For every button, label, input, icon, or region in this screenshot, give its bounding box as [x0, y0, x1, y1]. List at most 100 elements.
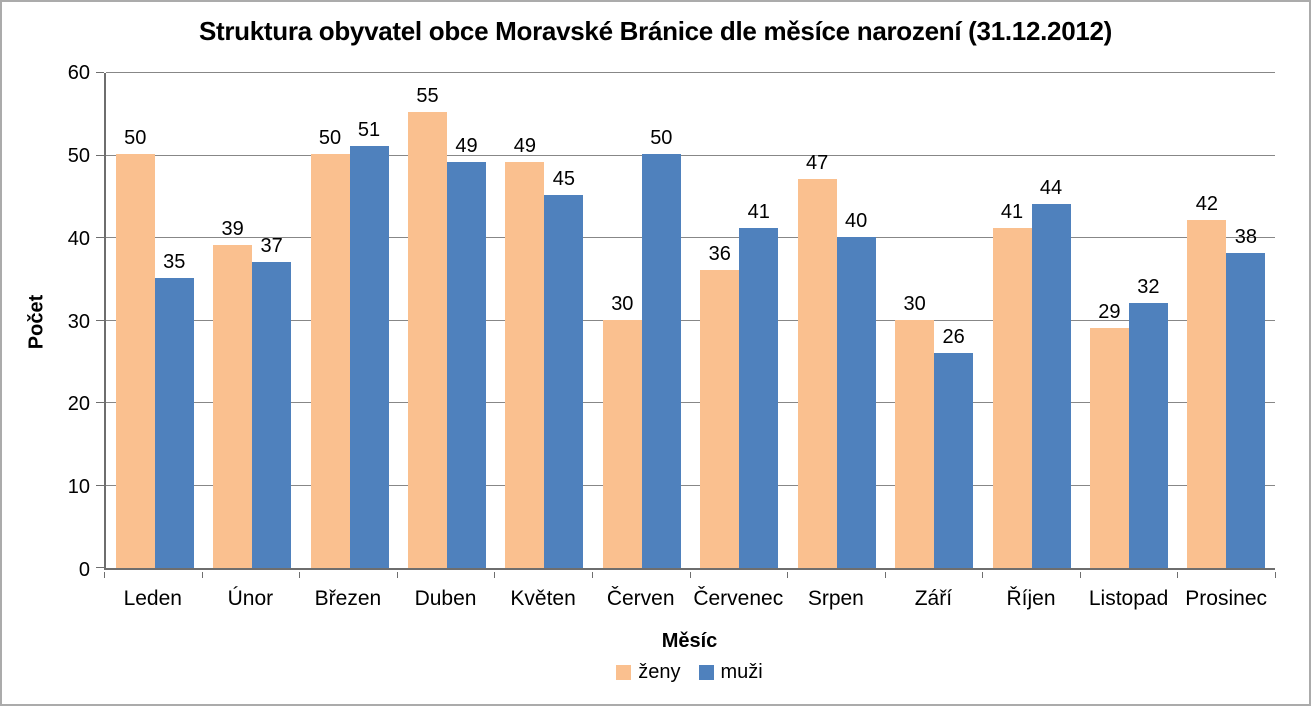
- bar-series-0: [1187, 220, 1227, 568]
- x-axis-title: Měsíc: [661, 630, 718, 652]
- y-tick-label: 50: [67, 144, 90, 167]
- bar-group: 47 40: [788, 73, 885, 568]
- bar-group: 30 26: [885, 73, 982, 568]
- bar-value-label: 40: [845, 209, 868, 232]
- gridline: [106, 237, 1275, 238]
- x-axis-labels: Leden Únor Březen Duben Květen Červen Červenec…: [104, 587, 1275, 611]
- y-tick-mark: [96, 319, 104, 321]
- bar-series-0: [213, 244, 253, 568]
- y-tick-label: 20: [67, 393, 90, 416]
- gridline: [106, 72, 1275, 73]
- bar-value-label: 26: [942, 325, 965, 348]
- bar-value-label: 50: [650, 126, 673, 149]
- x-tick-mark: [396, 572, 398, 578]
- x-tick-mark: [1079, 572, 1081, 578]
- y-tick-label: 0: [78, 559, 90, 581]
- gridline: [106, 154, 1275, 156]
- bar-group: 39 37: [203, 73, 300, 568]
- bar-series-1: [1031, 203, 1071, 568]
- y-tick-mark: [96, 402, 104, 403]
- bar-group: 55 49: [398, 73, 495, 568]
- bar-value-label: 29: [1098, 300, 1121, 323]
- x-tick-mark: [591, 572, 593, 578]
- bar-value-label: 51: [357, 118, 381, 141]
- gridline: [106, 319, 1275, 321]
- bar-group: 49 45: [496, 73, 593, 568]
- bar-series-1: [1128, 302, 1168, 568]
- bar-series-0: [895, 319, 935, 568]
- legend-swatch: [616, 664, 632, 680]
- x-tick-mark: [884, 572, 886, 578]
- bar-series-1: [641, 153, 681, 568]
- bar-series-1: [544, 195, 584, 568]
- bar-value-label: 30: [903, 292, 926, 315]
- chart-title: Struktura obyvatel obce Moravské Bránice…: [198, 16, 1113, 46]
- bar-series-0: [310, 153, 350, 568]
- bar-series-0: [407, 112, 447, 568]
- bar-value-label: 50: [124, 126, 147, 149]
- bar-group: 36 41: [691, 73, 788, 568]
- x-tick-label: Prosinec: [1185, 587, 1267, 610]
- x-tick-label: Duben: [414, 587, 477, 610]
- bar-value-label: 39: [221, 217, 244, 240]
- x-tick-label: Červen: [606, 587, 675, 610]
- x-tick-mark: [1177, 572, 1179, 578]
- x-tick-label: Leden: [123, 587, 182, 610]
- x-tick-mark: [1275, 572, 1276, 578]
- gridline: [106, 402, 1275, 403]
- bar-value-label: 38: [1234, 226, 1257, 249]
- bar-group: 50 51: [301, 73, 398, 568]
- x-tick-label: Únor: [227, 587, 274, 610]
- y-tick-label: 60: [67, 62, 90, 84]
- bar-group: 30 50: [593, 73, 690, 568]
- x-tick-label: Březen: [314, 587, 382, 610]
- bar-group: 41 44: [983, 73, 1080, 568]
- bar-series-0: [992, 228, 1032, 568]
- y-axis-ticks: 0 10 20 30 40 50 60: [2, 63, 104, 580]
- bar-value-label: 49: [513, 135, 537, 158]
- y-tick-mark: [96, 154, 104, 156]
- legend-swatch: [698, 664, 714, 680]
- bar-value-label: 41: [1000, 201, 1024, 224]
- x-tick-label: Srpen: [807, 587, 864, 610]
- x-tick-mark: [787, 572, 789, 578]
- y-tick-mark: [96, 237, 104, 238]
- bar-group: 42 38: [1178, 73, 1275, 568]
- y-tick-label: 40: [67, 227, 90, 250]
- bar-value-label: 49: [455, 135, 478, 158]
- bar-value-label: 44: [1039, 176, 1063, 199]
- x-tick-mark: [982, 572, 984, 578]
- bar-value-label: 41: [747, 201, 770, 224]
- x-tick-label: Listopad: [1088, 587, 1169, 610]
- x-tick-label: Říjen: [1006, 587, 1056, 610]
- bar-series-1: [252, 261, 292, 568]
- gridline: [106, 484, 1275, 486]
- bar-value-label: 37: [260, 234, 283, 257]
- x-tick-mark: [689, 572, 691, 578]
- bar-series-0: [505, 162, 545, 568]
- bar-series-1: [739, 228, 779, 568]
- bar-value-label: 50: [318, 126, 342, 149]
- y-tick-label: 30: [67, 310, 90, 333]
- bar-series-1: [934, 352, 974, 568]
- legend-label: ženy: [638, 661, 681, 683]
- bar-series-0: [115, 153, 155, 568]
- y-tick-mark: [96, 567, 104, 568]
- y-tick-label: 10: [67, 476, 90, 499]
- bar-value-label: 55: [416, 85, 439, 108]
- x-axis-category-ticks: [104, 572, 1276, 579]
- x-tick-mark: [104, 572, 105, 578]
- legend-item: muži: [698, 662, 763, 682]
- bar-value-label: 32: [1137, 275, 1160, 298]
- bar-value-label: 42: [1195, 193, 1218, 216]
- bar-series-1: [349, 145, 389, 568]
- x-tick-label: Květen: [510, 587, 576, 610]
- bar-series-1: [154, 278, 194, 568]
- x-tick-label: Září: [914, 587, 953, 610]
- x-tick-mark: [494, 572, 496, 578]
- y-tick-mark: [96, 72, 104, 73]
- bar-series-1: [1226, 253, 1266, 568]
- y-tick-mark: [96, 484, 104, 486]
- bar-series-0: [700, 269, 740, 568]
